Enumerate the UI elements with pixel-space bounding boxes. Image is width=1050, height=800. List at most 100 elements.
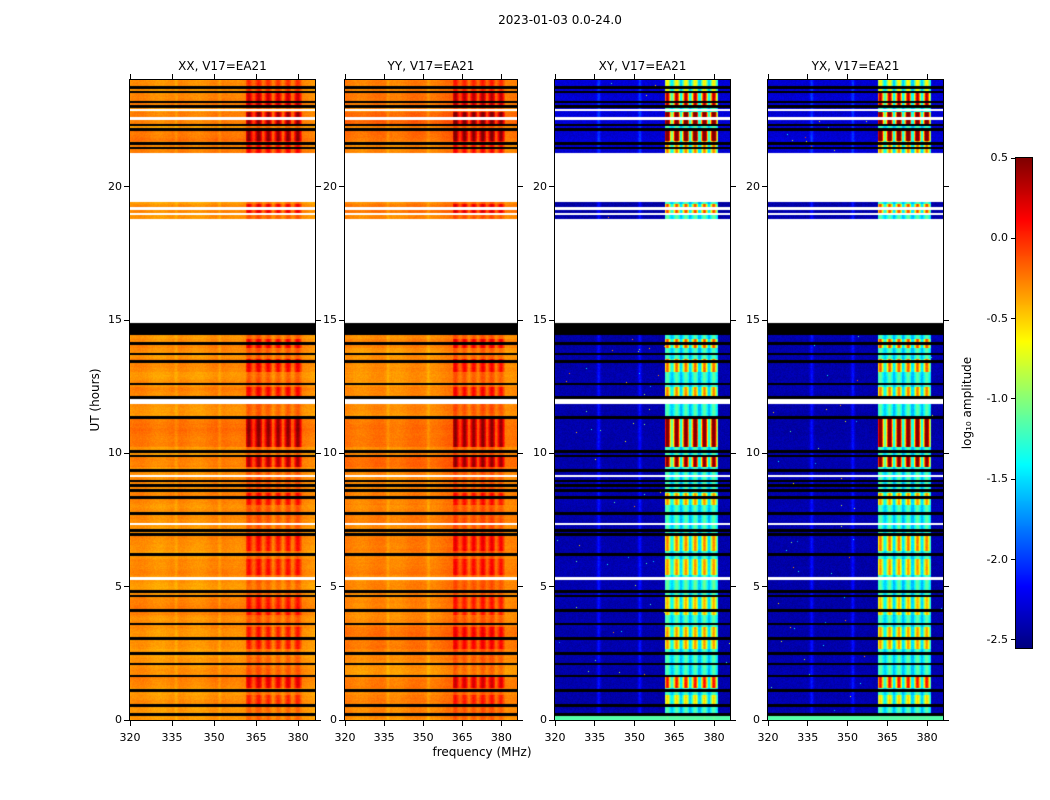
x-tick-top <box>171 74 173 80</box>
y-tick-label: 5 <box>115 579 122 593</box>
x-tick-top <box>500 74 502 80</box>
y-tick-right <box>517 319 523 321</box>
y-tick-label: 15 <box>108 313 122 326</box>
y-tick-left <box>339 586 345 588</box>
colorbar-tick <box>1011 237 1016 239</box>
y-tick-label: 0 <box>115 713 122 726</box>
x-tick-bottom <box>594 720 596 726</box>
x-tick-label: 365 <box>876 731 898 744</box>
x-tick-top <box>767 74 769 80</box>
y-tick-right <box>315 452 321 454</box>
x-tick-top <box>847 74 849 80</box>
x-tick-label: 335 <box>373 731 395 744</box>
y-tick-right <box>315 586 321 588</box>
x-tick-top <box>422 74 424 80</box>
y-tick-label: 5 <box>330 579 337 593</box>
y-tick-label: 10 <box>746 446 760 460</box>
x-tick-bottom <box>673 720 675 726</box>
colorbar-tick-label: 0.5 <box>990 151 1009 164</box>
colorbar-label: log₁₀ amplitude <box>960 356 974 450</box>
x-tick-top <box>807 74 809 80</box>
y-tick-label: 0 <box>330 713 337 726</box>
x-tick-label: 380 <box>703 731 725 744</box>
colorbar-tick-label: -0.5 <box>986 311 1008 325</box>
x-tick-bottom <box>383 720 385 726</box>
heatmap-canvas-yy <box>345 80 517 720</box>
y-tick-left <box>124 586 130 588</box>
panel-title-xx: XX, V17=EA21 <box>178 59 267 73</box>
y-tick-left <box>549 452 555 454</box>
y-tick-label: 5 <box>753 579 760 593</box>
x-tick-bottom <box>129 720 131 726</box>
y-tick-label: 0 <box>753 713 760 726</box>
x-tick-label: 320 <box>544 731 566 744</box>
y-tick-label: 0 <box>540 713 547 726</box>
x-tick-top <box>554 74 556 80</box>
y-tick-right <box>730 452 736 454</box>
y-tick-left <box>762 586 768 588</box>
y-tick-left <box>549 319 555 321</box>
colorbar-tick-label: -2.5 <box>986 632 1008 646</box>
y-tick-left <box>124 452 130 454</box>
x-tick-bottom <box>344 720 346 726</box>
x-tick-bottom <box>461 720 463 726</box>
x-tick-top <box>383 74 385 80</box>
heatmap-canvas-yx <box>768 80 943 720</box>
y-tick-left <box>762 319 768 321</box>
x-tick-label: 320 <box>119 731 141 744</box>
x-tick-label: 380 <box>916 731 938 744</box>
y-tick-right <box>943 719 949 721</box>
x-tick-bottom <box>807 720 809 726</box>
x-tick-top <box>213 74 215 80</box>
colorbar-tick <box>1011 639 1016 641</box>
colorbar-tick-label: -1.5 <box>986 472 1008 486</box>
x-tick-top <box>926 74 928 80</box>
colorbar-tick <box>1011 318 1016 320</box>
x-tick-label: 350 <box>412 731 434 744</box>
panel-title-yx: YX, V17=EA21 <box>811 59 900 73</box>
x-tick-label: 350 <box>624 731 646 744</box>
x-tick-label: 350 <box>837 731 859 744</box>
colorbar: 0.5 0.0 -0.5 -1.0 -1.5 -2.0 -2.5 <box>987 151 1033 649</box>
y-tick-label: 20 <box>323 179 337 193</box>
y-tick-label: 10 <box>108 446 122 460</box>
x-tick-bottom <box>171 720 173 726</box>
y-tick-right <box>730 719 736 721</box>
x-tick-bottom <box>886 720 888 726</box>
x-tick-top <box>129 74 131 80</box>
x-tick-top <box>297 74 299 80</box>
y-tick-left <box>339 319 345 321</box>
panel-title-yy: YY, V17=EA21 <box>387 59 475 73</box>
colorbar-tick <box>1011 157 1016 159</box>
y-tick-label: 10 <box>323 446 337 460</box>
y-tick-right <box>517 586 523 588</box>
y-tick-label: 20 <box>108 179 122 193</box>
x-tick-top <box>713 74 715 80</box>
x-tick-label: 380 <box>287 731 309 744</box>
x-tick-label: 320 <box>334 731 356 744</box>
y-tick-left <box>549 586 555 588</box>
y-tick-label: 20 <box>533 179 547 193</box>
y-tick-left <box>549 719 555 721</box>
x-tick-label: 335 <box>797 731 819 744</box>
y-tick-left <box>762 452 768 454</box>
y-tick-right <box>730 586 736 588</box>
y-tick-label: 15 <box>533 313 547 326</box>
figure-title: 2023-01-03 0.0-24.0 <box>498 13 622 27</box>
x-tick-bottom <box>255 720 257 726</box>
colorbar-tick <box>1011 398 1016 400</box>
heatmap-canvas-xx <box>130 80 315 720</box>
y-tick-right <box>517 719 523 721</box>
spectrogram-panel-yx: 0 5 10 15 20 320 335 350 365 380 <box>746 74 949 744</box>
x-tick-top <box>255 74 257 80</box>
colorbar-tick-label: -2.0 <box>986 552 1008 566</box>
x-tick-bottom <box>554 720 556 726</box>
spectrogram-panel-yy: 0 5 10 15 20 320 335 350 365 380 <box>323 74 523 744</box>
y-tick-left <box>762 186 768 188</box>
x-tick-bottom <box>634 720 636 726</box>
x-tick-bottom <box>422 720 424 726</box>
x-tick-bottom <box>500 720 502 726</box>
x-tick-label: 365 <box>663 731 685 744</box>
y-tick-right <box>943 452 949 454</box>
